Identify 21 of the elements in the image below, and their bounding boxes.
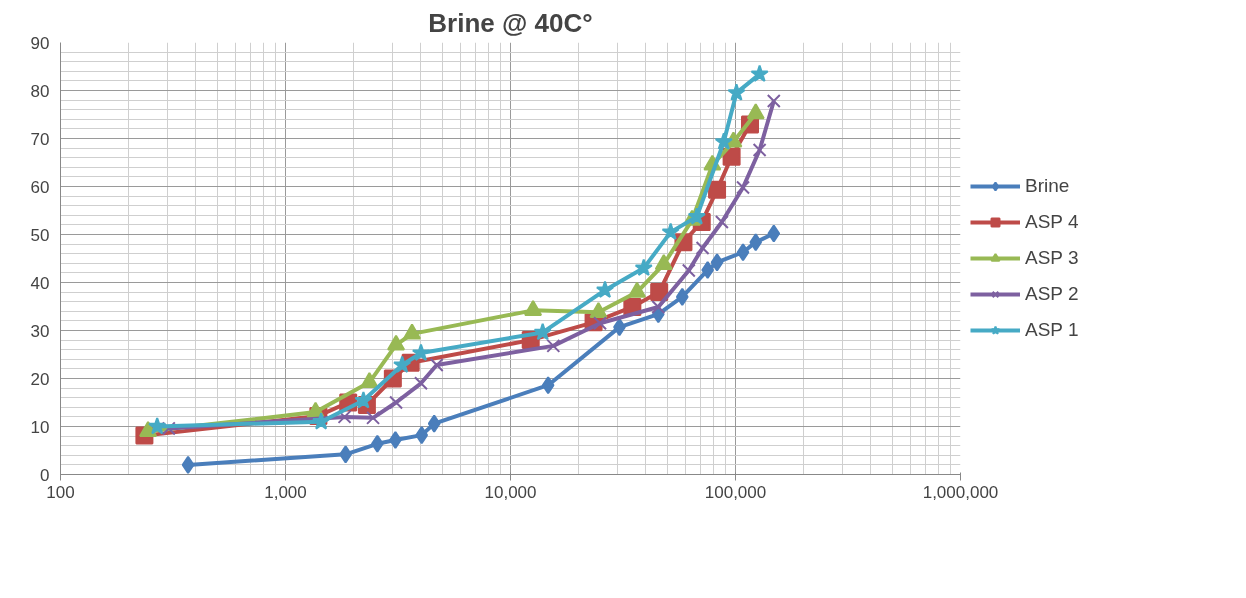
legend-label: ASP 1 xyxy=(1025,319,1080,341)
y-tick-label: 20 xyxy=(30,369,50,389)
x-tick-label: 10,000 xyxy=(484,482,537,502)
x-tick-label: 100 xyxy=(46,482,75,502)
y-tick-label: 80 xyxy=(30,81,50,101)
legend-label: ASP 3 xyxy=(1025,247,1080,269)
y-tick-label: 90 xyxy=(30,33,50,53)
x-tick-label: 1,000 xyxy=(264,482,307,502)
y-tick-label: 50 xyxy=(30,225,50,245)
y-tick-label: 10 xyxy=(30,417,50,437)
y-tick-label: 30 xyxy=(30,321,50,341)
legend-label: Brine xyxy=(1025,175,1071,197)
y-tick-label: 70 xyxy=(30,129,50,149)
x-tick-label: 1,000,000 xyxy=(922,482,999,502)
y-tick-label: 60 xyxy=(30,177,50,197)
x-tick-label: 100,000 xyxy=(704,482,767,502)
y-tick-label: 40 xyxy=(30,273,50,293)
chart-title: Brine @ 40C° xyxy=(428,7,593,38)
legend-label: ASP 2 xyxy=(1025,283,1080,305)
y-tick-label: 0 xyxy=(40,465,50,485)
legend-label: ASP 4 xyxy=(1025,211,1080,233)
